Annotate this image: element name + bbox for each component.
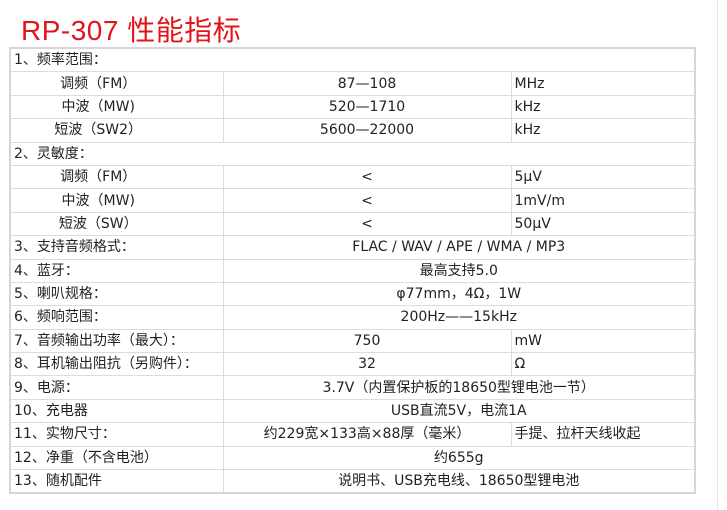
spec-row: 11、实物尺寸： 约229宽×133高×88厚（毫米） 手提、拉杆天线收起 — [9, 422, 696, 447]
spec-row: 3、支持音频格式： FLAC / WAV / APE / WMA / MP3 — [9, 235, 696, 260]
page-edge-divider — [717, 0, 718, 510]
spec-unit: 1mV/m — [510, 188, 696, 213]
spec-table-body: 1、频率范围： 调频（FM） 87—108 MHz 中波（MW) 520—1710 kHz 短… — [9, 47, 696, 494]
spec-unit: 50μV — [510, 211, 696, 237]
spec-label: 6、频响范围： — [9, 305, 224, 330]
spec-value: 750 — [222, 328, 512, 354]
spec-row: 6、频响范围： 200Hz——15kHz — [9, 305, 696, 330]
spec-label: 调频（FM） — [9, 164, 224, 190]
spec-row: 调频（FM） <5μV — [9, 164, 696, 190]
spec-unit: 5μV — [510, 164, 696, 190]
spec-row: 短波（SW2） 5600—22000 kHz — [9, 118, 696, 143]
spec-row: 8、耳机输出阻抗（另购件）： 32 Ω — [9, 352, 696, 377]
spec-row: 12、净重（不含电池） 约655g — [9, 445, 696, 471]
spec-value: 约655g — [222, 445, 696, 471]
section-label: 1、频率范围： — [9, 47, 696, 73]
spec-value: < — [222, 188, 512, 213]
spec-label: 13、随机配件 — [9, 469, 224, 494]
spec-row: 调频（FM） 87—108 MHz — [9, 71, 696, 96]
spec-value: FLAC / WAV / APE / WMA / MP3 — [222, 235, 696, 260]
spec-label: 短波（SW2） — [9, 118, 224, 143]
spec-label: 12、净重（不含电池） — [9, 445, 224, 471]
spec-unit: kHz — [510, 118, 696, 143]
spec-value: 最高支持5.0 — [222, 258, 696, 283]
spec-value: < — [222, 164, 512, 190]
section-header-row: 2、灵敏度： — [9, 141, 696, 166]
spec-row: 5、喇叭规格： φ77mm，4Ω，1W — [9, 281, 696, 307]
spec-value: 200Hz——15kHz — [222, 305, 696, 330]
spec-label: 中波（MW) — [9, 94, 224, 120]
spec-value: USB直流5V，电流1A — [222, 398, 696, 424]
spec-value: φ77mm，4Ω，1W — [222, 281, 696, 307]
spec-label: 3、支持音频格式： — [9, 235, 224, 260]
spec-value: 32 — [222, 352, 512, 377]
spec-label: 8、耳机输出阻抗（另购件）： — [9, 352, 224, 377]
spec-row: 中波（MW) <1mV/m — [9, 188, 696, 213]
spec-value: 520—1710 — [222, 94, 512, 120]
spec-label: 11、实物尺寸： — [9, 422, 224, 447]
spec-label: 短波（SW） — [9, 211, 224, 237]
spec-unit: Ω — [510, 352, 696, 377]
spec-value: 3.7V（内置保护板的18650型锂电池一节） — [222, 375, 696, 400]
section-label: 2、灵敏度： — [9, 141, 696, 166]
spec-label: 9、电源： — [9, 375, 224, 400]
spec-row: 中波（MW) 520—1710 kHz — [9, 94, 696, 120]
spec-unit: MHz — [510, 71, 696, 96]
page-title: RP-307 性能指标 — [21, 15, 242, 46]
spec-value: < — [222, 211, 512, 237]
spec-row: 4、蓝牙： 最高支持5.0 — [9, 258, 696, 283]
spec-row: 10、充电器 USB直流5V，电流1A — [9, 398, 696, 424]
spec-unit: mW — [510, 328, 696, 354]
spec-value: 87—108 — [222, 71, 512, 96]
spec-value: 说明书、USB充电线、18650型锂电池 — [222, 469, 696, 494]
section-header-row: 1、频率范围： — [9, 47, 696, 73]
spec-label: 10、充电器 — [9, 398, 224, 424]
spec-label: 中波（MW) — [9, 188, 224, 213]
spec-label: 5、喇叭规格： — [9, 281, 224, 307]
spec-unit: kHz — [510, 94, 696, 120]
spec-value: 约229宽×133高×88厚（毫米） — [222, 422, 512, 447]
spec-value: 5600—22000 — [222, 118, 512, 143]
spec-row: 短波（SW） <50μV — [9, 211, 696, 237]
spec-label: 4、蓝牙： — [9, 258, 224, 283]
spec-row: 9、电源： 3.7V（内置保护板的18650型锂电池一节） — [9, 375, 696, 400]
spec-label: 调频（FM） — [9, 71, 224, 96]
spec-table: 1、频率范围： 调频（FM） 87—108 MHz 中波（MW) 520—1710 kHz 短… — [9, 47, 696, 495]
spec-row: 13、随机配件 说明书、USB充电线、18650型锂电池 — [9, 469, 696, 494]
spec-label: 7、音频输出功率（最大）： — [9, 328, 224, 354]
spec-unit: 手提、拉杆天线收起 — [510, 422, 696, 447]
spec-row: 7、音频输出功率（最大）： 750 mW — [9, 328, 696, 354]
